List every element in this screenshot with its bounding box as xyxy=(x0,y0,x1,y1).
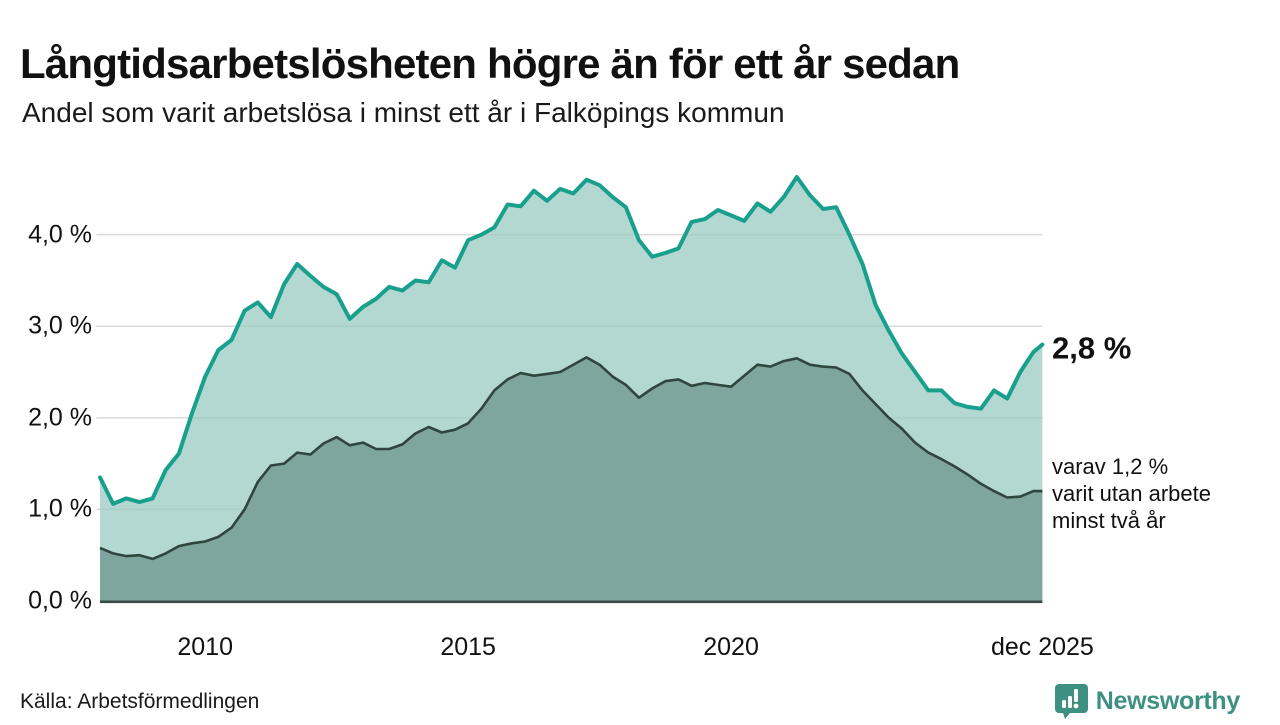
y-tick-label: 3,0 % xyxy=(28,311,92,340)
x-tick-label: 2010 xyxy=(177,633,233,661)
x-axis-baseline xyxy=(100,600,1043,604)
secondary-annotation-line3: minst två år xyxy=(1052,508,1166,533)
area-fill-at-least-two-years xyxy=(100,357,1043,601)
line-at-least-two-years xyxy=(99,356,1043,561)
secondary-series-annotation: varav 1,2 % varit utan arbete minst två … xyxy=(1052,453,1211,534)
exclamation-dot xyxy=(1073,703,1079,709)
newsworthy-wordmark: Newsworthy xyxy=(1095,686,1241,715)
chart-subtitle: Andel som varit arbetslösa i minst ett å… xyxy=(22,97,785,128)
line-at-least-one-year xyxy=(98,175,1045,506)
y-tick-label: 1,0 % xyxy=(28,494,92,523)
y-tick-label: 2,0 % xyxy=(28,403,92,432)
y-tick-label: 0,0 % xyxy=(28,586,92,615)
secondary-annotation-line1: varav 1,2 % xyxy=(1052,454,1169,479)
page-title: Långtidsarbetslösheten högre än för ett … xyxy=(20,40,960,88)
x-tick-label: 2015 xyxy=(440,633,496,661)
source-credit: Källa: Arbetsförmedlingen xyxy=(20,690,260,713)
newsworthy-icon xyxy=(1054,684,1088,719)
secondary-annotation-line2: varit utan arbete xyxy=(1052,481,1211,506)
x-tick-label: 2020 xyxy=(703,633,759,661)
latest-value-label: 2,8 % xyxy=(1052,330,1132,366)
y-tick-label: 4,0 % xyxy=(28,220,92,249)
newsworthy-logo: Newsworthy xyxy=(1054,684,1241,719)
x-tick-label: dec 2025 xyxy=(990,633,1094,661)
